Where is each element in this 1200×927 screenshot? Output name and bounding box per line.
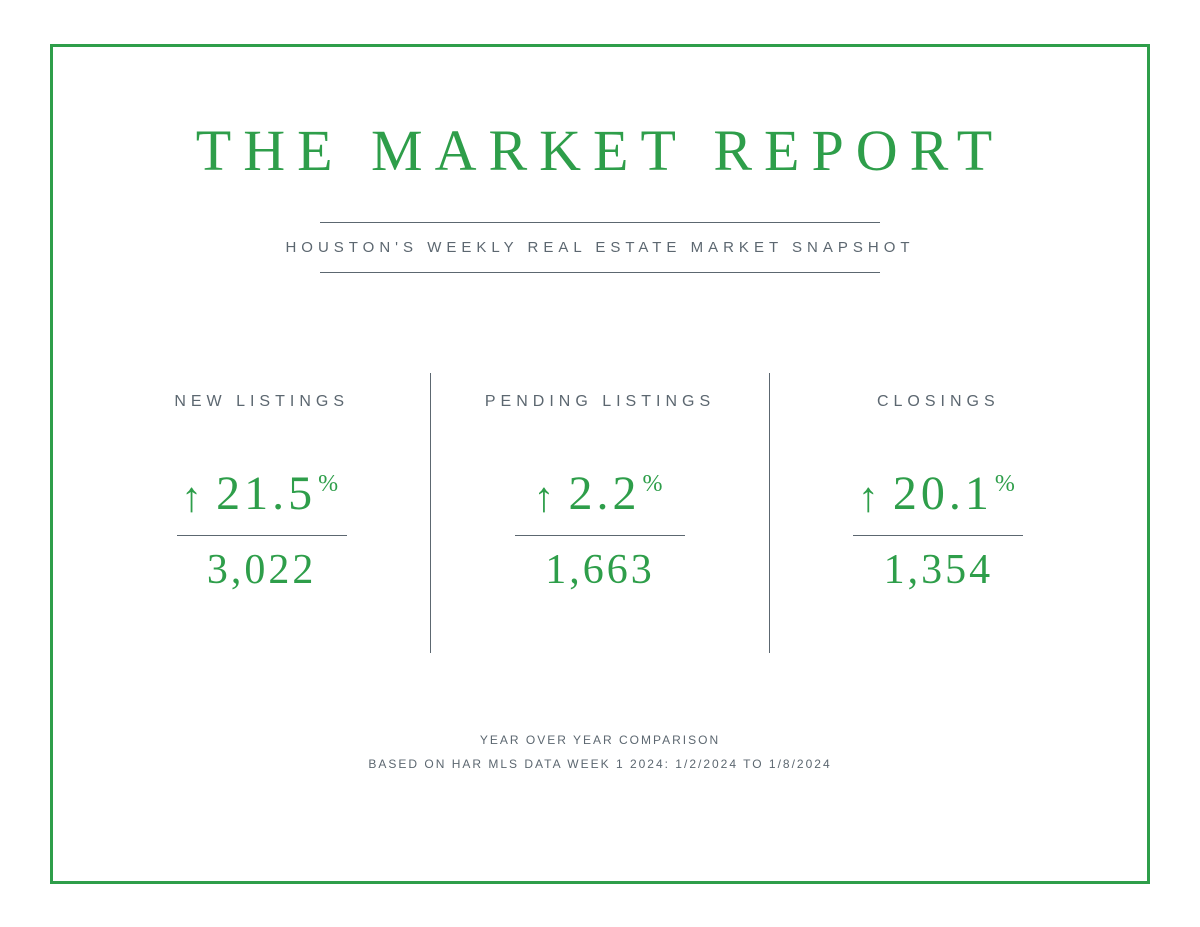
metric-new-listings: NEW LISTINGS ↑ 21.5 % 3,022 (93, 393, 430, 653)
divider-bottom (320, 272, 880, 273)
arrow-up-icon: ↑ (858, 474, 883, 522)
report-subtitle: HOUSTON'S WEEKLY REAL ESTATE MARKET SNAP… (285, 233, 914, 262)
arrow-up-icon: ↑ (533, 474, 558, 522)
metric-change-pct: 2.2 (568, 466, 640, 521)
metric-divider (177, 535, 347, 536)
metric-change: ↑ 20.1 % (858, 466, 1019, 521)
metric-label: NEW LISTINGS (174, 393, 349, 411)
footnote-comparison: YEAR OVER YEAR COMPARISON (368, 733, 831, 747)
percent-sign: % (318, 471, 342, 498)
arrow-up-icon: ↑ (181, 474, 206, 522)
metric-change-pct: 20.1 (893, 466, 993, 521)
metric-value: 1,354 (884, 546, 994, 594)
metrics-row: NEW LISTINGS ↑ 21.5 % 3,022 PENDING LIST… (93, 393, 1107, 653)
metric-pending-listings: PENDING LISTINGS ↑ 2.2 % 1,663 (431, 393, 768, 653)
divider-top (320, 222, 880, 223)
metric-label: PENDING LISTINGS (485, 393, 715, 411)
metric-label: CLOSINGS (877, 393, 1000, 411)
metric-change-pct: 21.5 (216, 466, 316, 521)
metric-value: 3,022 (207, 546, 317, 594)
metric-divider (853, 535, 1023, 536)
metric-value: 1,663 (545, 546, 655, 594)
subtitle-block: HOUSTON'S WEEKLY REAL ESTATE MARKET SNAP… (285, 212, 914, 283)
report-frame: THE MARKET REPORT HOUSTON'S WEEKLY REAL … (50, 44, 1150, 884)
percent-sign: % (642, 471, 666, 498)
metric-divider (515, 535, 685, 536)
report-title: THE MARKET REPORT (196, 117, 1004, 184)
footnotes: YEAR OVER YEAR COMPARISON BASED ON HAR M… (368, 723, 831, 781)
metric-closings: CLOSINGS ↑ 20.1 % 1,354 (770, 393, 1107, 653)
metric-change: ↑ 2.2 % (533, 466, 666, 521)
metric-change: ↑ 21.5 % (181, 466, 342, 521)
percent-sign: % (995, 471, 1019, 498)
footnote-source: BASED ON HAR MLS DATA WEEK 1 2024: 1/2/2… (368, 757, 831, 771)
